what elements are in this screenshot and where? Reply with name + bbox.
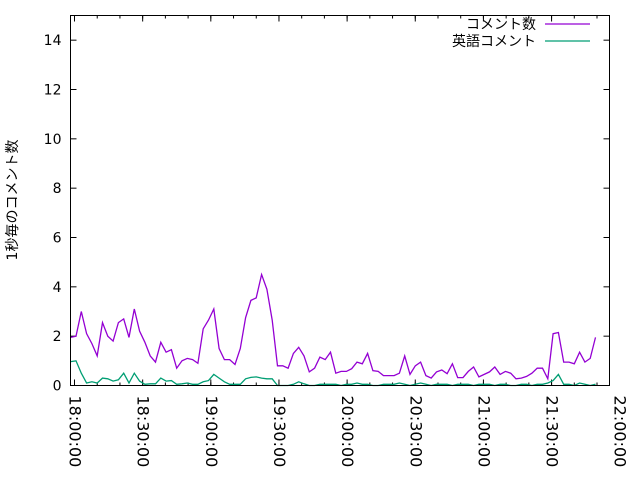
x-tick-label: 19:30:00 [270, 396, 289, 468]
y-tick-label: 0 [53, 379, 62, 395]
y-tick-label: 12 [44, 83, 62, 99]
y-axis-label: 1秒毎のコメント数 [5, 140, 21, 261]
legend-label: コメント数 [466, 17, 536, 33]
x-tick-label: 20:00:00 [338, 396, 357, 468]
x-axis-ticks: 18:00:00 18:30:00 19:00:00 19:30:00 20:00:00… [66, 15, 630, 468]
x-tick-label: 20:30:00 [406, 396, 425, 468]
series-line-0 [70, 272, 597, 382]
x-tick-label: 21:30:00 [543, 396, 562, 468]
y-tick-label: 2 [53, 329, 62, 345]
x-tick-label: 18:30:00 [134, 396, 153, 468]
plot-border [70, 15, 610, 386]
y-axis-ticks: 0 2 4 6 8 10 12 14 [44, 33, 610, 395]
y-tick-label: 14 [44, 33, 62, 49]
x-tick-label: 21:00:00 [474, 396, 493, 468]
y-tick-label: 8 [53, 181, 62, 197]
y-tick-label: 6 [53, 231, 62, 247]
x-tick-label: 18:00:00 [66, 396, 85, 468]
series-lines [70, 272, 597, 387]
series-line-1 [70, 360, 596, 387]
y-tick-label: 4 [53, 280, 62, 296]
x-tick-label: 22:00:00 [611, 396, 630, 468]
legend-label: 英語コメント [452, 33, 536, 50]
y-tick-label: 10 [44, 132, 62, 148]
x-tick-label: 19:00:00 [202, 396, 221, 468]
